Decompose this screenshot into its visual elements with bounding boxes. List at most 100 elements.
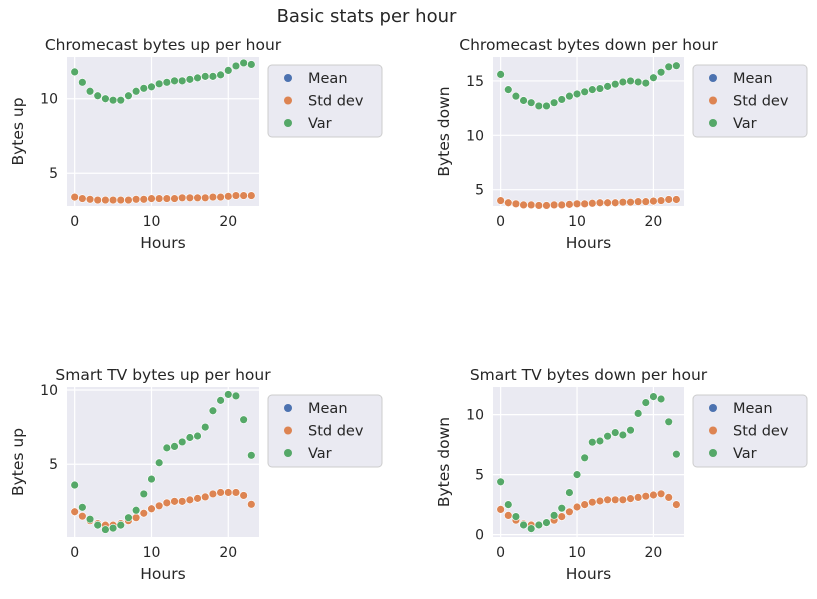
data-point-var: [557, 95, 566, 104]
legend-marker: [284, 449, 292, 457]
legend-label: Mean: [733, 401, 773, 417]
chart-title: Chromecast bytes up per hour: [45, 36, 282, 54]
data-point-var: [542, 101, 551, 111]
legend-label: Var: [308, 446, 332, 462]
data-point-std-dev: [504, 198, 513, 207]
data-point-var: [239, 58, 248, 68]
y-tick-label: 10: [466, 408, 484, 424]
data-point-std-dev: [542, 201, 551, 210]
data-point-var: [170, 442, 179, 451]
legend-box: [692, 64, 808, 138]
data-point-std-dev: [656, 196, 666, 205]
data-point-var: [70, 480, 79, 490]
data-point-var: [496, 477, 505, 486]
data-point-var: [519, 520, 528, 530]
legend-label: Std dev: [733, 94, 789, 110]
data-point-std-dev: [216, 488, 225, 497]
data-point-var: [572, 470, 582, 479]
legend-box: [267, 394, 383, 468]
data-point-var: [131, 87, 141, 96]
data-point-var: [178, 76, 187, 86]
data-point-var: [93, 91, 102, 100]
legend-label: Mean: [733, 71, 773, 87]
data-point-var: [565, 488, 574, 497]
data-point-var: [93, 520, 102, 530]
data-point-std-dev: [85, 195, 95, 204]
legend-marker: [709, 449, 717, 457]
data-point-std-dev: [224, 192, 233, 201]
y-tick-label: 15: [466, 74, 484, 90]
data-point-std-dev: [247, 191, 256, 200]
data-point-var: [588, 85, 597, 94]
data-point-std-dev: [216, 192, 225, 202]
data-point-std-dev: [201, 492, 210, 502]
data-point-var: [78, 78, 87, 87]
data-point-var: [496, 70, 505, 79]
data-point-var: [178, 437, 187, 447]
data-point-var: [208, 406, 218, 415]
data-point-std-dev: [247, 500, 256, 509]
data-point-std-dev: [664, 195, 673, 204]
data-point-std-dev: [511, 199, 521, 209]
y-tick-label: 5: [49, 166, 58, 182]
data-point-var: [116, 96, 125, 105]
data-point-var: [633, 409, 643, 418]
data-point-var: [108, 523, 118, 533]
data-point-var: [641, 398, 650, 407]
data-point-var: [626, 76, 635, 86]
data-point-var: [565, 91, 574, 101]
data-point-std-dev: [588, 199, 597, 208]
data-point-var: [580, 453, 589, 462]
data-point-var: [672, 450, 681, 459]
data-point-std-dev: [618, 495, 628, 504]
data-point-var: [656, 68, 666, 77]
data-point-std-dev: [664, 493, 673, 502]
legend-marker: [709, 426, 717, 435]
legend-marker: [284, 426, 292, 435]
data-point-var: [193, 73, 202, 83]
plot-area-0: [67, 57, 259, 206]
data-point-std-dev: [656, 489, 666, 498]
data-point-var: [216, 396, 225, 405]
data-point-var: [611, 428, 620, 437]
data-point-std-dev: [496, 505, 505, 514]
y-axis-label: Bytes down: [435, 86, 453, 176]
data-point-std-dev: [633, 493, 643, 502]
data-point-std-dev: [595, 496, 605, 506]
y-tick-label: 10: [40, 92, 58, 108]
legend-label: Std dev: [308, 94, 364, 110]
data-point-var: [247, 60, 256, 69]
x-tick-label: 0: [496, 214, 505, 230]
y-tick-label: 0: [475, 528, 484, 544]
data-point-std-dev: [185, 193, 195, 203]
data-point-var: [542, 518, 551, 527]
data-point-std-dev: [193, 494, 202, 503]
data-point-var: [618, 430, 628, 440]
y-tick-label: 10: [466, 128, 484, 144]
legend-label: Std dev: [733, 424, 789, 440]
data-point-std-dev: [549, 200, 559, 210]
legend-marker: [284, 119, 292, 127]
data-point-std-dev: [147, 504, 156, 513]
data-point-var: [216, 70, 225, 80]
legend-marker: [284, 96, 292, 105]
data-point-var: [201, 72, 210, 81]
data-point-var: [504, 500, 513, 509]
chart-title: Smart TV bytes down per hour: [470, 366, 708, 384]
data-point-std-dev: [70, 192, 79, 202]
data-point-var: [580, 87, 589, 97]
data-point-var: [618, 77, 628, 87]
data-point-std-dev: [231, 191, 241, 200]
data-point-std-dev: [201, 193, 210, 203]
legend-marker: [709, 119, 717, 127]
data-point-std-dev: [565, 507, 574, 516]
data-point-std-dev: [178, 193, 187, 203]
data-point-var: [519, 96, 528, 105]
data-point-var: [526, 98, 536, 107]
data-point-var: [595, 436, 605, 446]
data-point-var: [526, 524, 536, 533]
y-axis-label: Bytes up: [9, 97, 27, 165]
data-point-std-dev: [224, 488, 233, 497]
legend-marker: [284, 404, 292, 412]
